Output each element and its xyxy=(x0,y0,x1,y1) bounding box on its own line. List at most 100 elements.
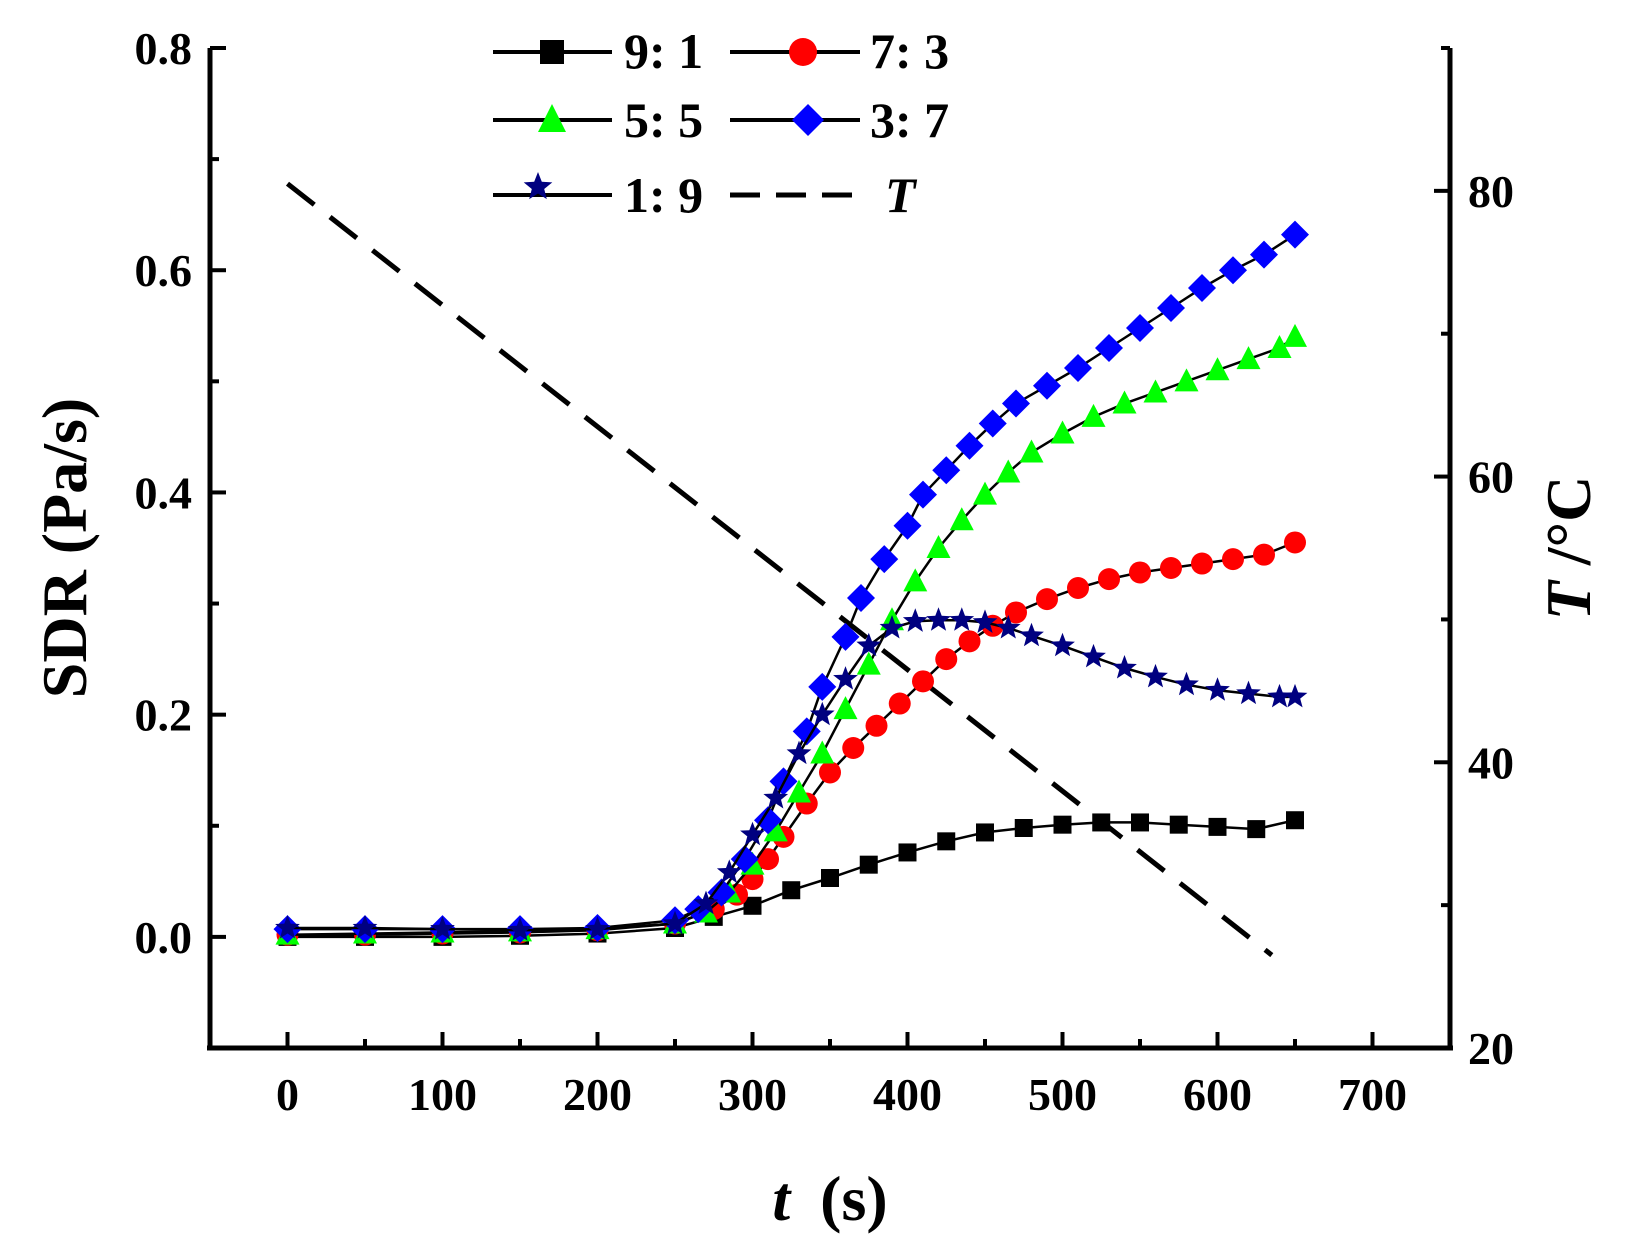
data-point-triangle xyxy=(926,535,951,558)
x-tick-label: 500 xyxy=(1028,1069,1097,1120)
data-point-square xyxy=(743,896,762,915)
legend-label-7-3: 7: 3 xyxy=(870,23,949,79)
x-axis-title-symbol: t xyxy=(772,1163,792,1234)
legend-item-5-5: 5: 5 xyxy=(493,92,703,148)
data-point-star xyxy=(352,915,378,939)
data-point-circle xyxy=(1036,588,1058,611)
data-point-diamond xyxy=(730,845,759,874)
data-point-star xyxy=(693,890,719,915)
data-point-triangle xyxy=(1081,403,1106,427)
data-point-square xyxy=(1014,819,1033,837)
legend-label-temperature: T xyxy=(885,167,918,223)
axis-tick-labels: 0 100 200 300 400 500 600 700 0.0 0.2 0.4 0.6 0.8 20 4… xyxy=(135,23,1515,1120)
data-point-circle xyxy=(1284,531,1306,554)
data-point-star xyxy=(1143,663,1168,688)
data-point-star xyxy=(1282,683,1308,708)
data-point-diamond xyxy=(909,480,937,509)
data-point-triangle xyxy=(973,481,997,505)
legend-item-9-1: 9: 1 xyxy=(493,23,703,79)
legend-marker-circle xyxy=(789,38,817,66)
data-point-star xyxy=(786,740,812,765)
data-point-star xyxy=(833,666,858,690)
y2-tick-label: 20 xyxy=(1468,1023,1514,1074)
data-point-circle xyxy=(842,737,865,759)
data-point-diamond xyxy=(754,806,782,835)
data-point-star xyxy=(1050,632,1075,657)
data-point-triangle xyxy=(949,507,974,531)
data-point-star xyxy=(1236,680,1261,705)
data-point-diamond xyxy=(808,672,837,701)
data-point-triangle xyxy=(1050,420,1075,444)
data-point-triangle xyxy=(1267,335,1292,358)
data-point-triangle xyxy=(1236,346,1261,370)
data-point-diamond xyxy=(1064,354,1092,382)
data-point-circle xyxy=(1222,548,1244,571)
data-point-star xyxy=(1019,622,1044,647)
legend-label-3-7: 3: 7 xyxy=(870,92,949,148)
data-point-triangle xyxy=(1019,439,1044,463)
y2-tick-label: 80 xyxy=(1468,166,1514,217)
data-point-triangle xyxy=(856,651,881,675)
data-point-diamond xyxy=(893,511,922,540)
data-point-square xyxy=(782,881,801,900)
series-3-7 xyxy=(273,220,1309,944)
legend-item-1-9: 1: 9 xyxy=(493,167,703,223)
x-axis-title: t (s) xyxy=(772,1163,887,1234)
legend-marker-square xyxy=(540,40,564,64)
data-point-star xyxy=(1267,683,1292,708)
data-point-square xyxy=(937,832,956,851)
y2-tick-label: 40 xyxy=(1468,737,1514,788)
data-point-triangle xyxy=(1112,390,1137,414)
data-point-star xyxy=(716,859,742,883)
data-point-circle xyxy=(757,848,779,871)
data-point-circle xyxy=(935,648,958,671)
y-tick-label: 0.0 xyxy=(135,912,193,963)
data-point-square xyxy=(1247,820,1266,839)
data-point-star xyxy=(1205,677,1230,701)
data-point-circle xyxy=(958,630,981,653)
data-point-diamond xyxy=(1188,274,1216,302)
data-point-star xyxy=(430,916,455,940)
data-point-diamond xyxy=(1157,294,1185,322)
series-line xyxy=(287,541,1296,936)
data-point-triangle xyxy=(763,818,788,842)
x-tick-label: 200 xyxy=(563,1069,632,1120)
data-point-circle xyxy=(819,761,841,784)
data-point-star xyxy=(275,915,300,939)
data-point-triangle xyxy=(810,740,835,764)
data-point-square xyxy=(1131,813,1149,832)
data-point-star xyxy=(662,910,688,935)
data-point-diamond xyxy=(1250,240,1278,269)
data-point-star xyxy=(949,607,975,631)
y2-tick-label: 60 xyxy=(1468,452,1514,503)
series-line xyxy=(287,335,1296,936)
data-point-triangle xyxy=(833,696,858,720)
x-tick-label: 600 xyxy=(1183,1069,1252,1120)
data-point-circle xyxy=(1191,552,1213,575)
data-point-triangle xyxy=(996,459,1021,483)
legend-marker-star xyxy=(523,172,553,200)
data-point-star xyxy=(856,632,882,657)
data-point-diamond xyxy=(870,545,899,574)
data-point-triangle xyxy=(903,568,928,592)
data-point-square xyxy=(859,855,878,874)
data-point-diamond xyxy=(932,456,961,485)
data-point-circle xyxy=(1160,557,1182,579)
legend-marker-triangle xyxy=(538,104,566,132)
data-point-diamond xyxy=(1219,256,1247,285)
y-tick-label: 0.4 xyxy=(135,467,193,518)
data-point-square xyxy=(1208,817,1227,836)
legend-marker-diamond xyxy=(792,104,824,136)
data-point-square xyxy=(821,869,839,887)
y2-axis-title-symbol: T xyxy=(1533,578,1604,620)
data-point-triangle xyxy=(1174,368,1199,392)
legend-label-1-9: 1: 9 xyxy=(624,167,703,223)
data-point-star xyxy=(1112,655,1137,679)
y2-axis-title: T /°C xyxy=(1533,476,1604,621)
data-point-diamond xyxy=(1033,371,1061,400)
data-point-diamond xyxy=(978,409,1007,438)
data-point-circle xyxy=(1067,577,1089,599)
data-point-diamond xyxy=(1126,314,1154,342)
legend-item-temperature: T xyxy=(730,167,918,223)
data-point-diamond xyxy=(831,622,860,651)
